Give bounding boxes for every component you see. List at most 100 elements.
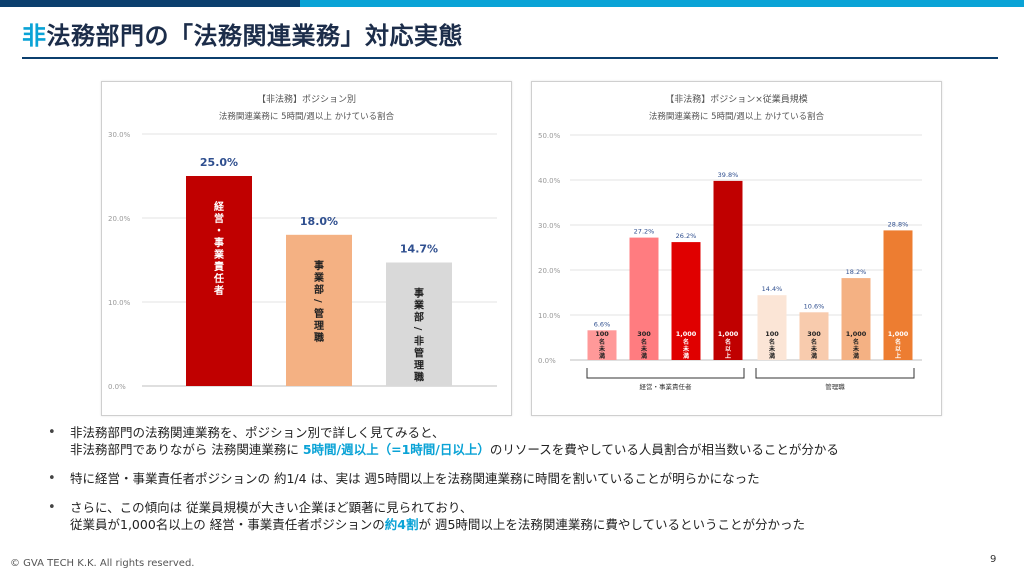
chart1-subtitle: 法務関連業務に 5時間/週以上 かけている割合 xyxy=(218,112,395,122)
category-label-char: 事 xyxy=(314,259,324,272)
bar xyxy=(587,330,617,360)
bullet-item: • さらに、この傾向は 従業員規模が大きい企業ほど顕著に見られており、 従業員が… xyxy=(48,499,1008,533)
category-label-char: 責 xyxy=(214,260,224,273)
bullet-list: • 非法務部門の法務関連業務を、ポジション別で詳しく見てみると、 非法務部門であ… xyxy=(48,424,1008,542)
bar-size-label-char: 満 xyxy=(769,352,775,360)
page-title-text: 法務部門の「法務関連業務」対応実態 xyxy=(46,22,463,50)
category-label-char: 部 xyxy=(314,283,324,296)
y-tick-label: 0.0% xyxy=(538,357,556,365)
page-number: 9 xyxy=(990,554,997,565)
bar-size-label-char: 未 xyxy=(811,345,817,353)
category-label-char: 非 xyxy=(414,335,424,348)
bar xyxy=(883,230,913,360)
category-label-char: 事 xyxy=(414,287,424,300)
bar-value-label: 39.8% xyxy=(718,171,739,179)
page-title: 非法務部門の「法務関連業務」対応実態 xyxy=(22,16,463,51)
bullet-dot: • xyxy=(48,500,56,515)
bar xyxy=(386,262,452,386)
y-tick-label: 0.0% xyxy=(108,383,126,391)
title-underline xyxy=(22,57,998,59)
bullet3-line2: 従業員が1,000名以上の 経営・事業責任者ポジションの約4割が 週5時間以上を… xyxy=(70,516,1008,533)
y-tick-label: 50.0% xyxy=(538,132,561,140)
category-label-char: 職 xyxy=(314,331,324,344)
bar-size-label-char: 名 xyxy=(641,338,647,346)
bar xyxy=(757,295,787,360)
category-label-char: ・ xyxy=(214,226,224,237)
bar-size-label-char: 未 xyxy=(641,345,647,353)
category-label-char: / xyxy=(312,299,323,303)
category-label-char: 部 xyxy=(414,311,424,324)
category-label-char: 管 xyxy=(414,347,424,360)
bar-value-label: 27.2% xyxy=(634,228,655,236)
category-label-char: 任 xyxy=(213,272,224,285)
chart1-title: 【非法務】ポジション別 xyxy=(256,95,356,105)
category-label-char: 業 xyxy=(413,299,425,312)
bullet2-text: 特に経営・事業責任者ポジションの 約1/4 は、実は 週5時間以上を法務関連業務… xyxy=(70,471,760,486)
bullet3-line2-post: が 週5時間以上を法務関連業務に費やしているということが分かった xyxy=(418,517,806,532)
bar xyxy=(186,176,252,386)
category-label-char: / xyxy=(412,327,423,331)
bar-size-label: 100 xyxy=(765,330,779,338)
top-accent-bar-dark xyxy=(0,0,300,7)
category-label-char: 業 xyxy=(313,271,325,284)
bullet1-line2-pre: 非法務部門でありながら 法務関連業務に xyxy=(70,442,303,457)
bar-size-label-char: 未 xyxy=(769,345,775,353)
y-tick-label: 30.0% xyxy=(108,131,131,139)
chart2-svg: 0.0%10.0%20.0%30.0%40.0%50.0%6.6%100名未満2… xyxy=(538,132,922,391)
bar-size-label-char: 上 xyxy=(895,352,901,360)
bar xyxy=(841,278,871,360)
bar-value-label: 28.8% xyxy=(888,220,909,228)
bar-size-label-char: 満 xyxy=(683,352,689,360)
bullet3-line2-pre: 従業員が1,000名以上の 経営・事業責任者ポジションの xyxy=(70,517,385,532)
bar xyxy=(629,237,659,360)
bar-size-label-char: 満 xyxy=(811,352,817,360)
bullet1-line1: 非法務部門の法務関連業務を、ポジション別で詳しく見てみると、 xyxy=(70,425,445,440)
bar-size-label-char: 名 xyxy=(725,338,731,346)
bar-size-label-char: 満 xyxy=(853,352,859,360)
chart-panel-position-size: 【非法務】ポジション×従業員規模 法務関連業務に 5時間/週以上 かけている割合… xyxy=(531,81,942,416)
category-label-char: 事 xyxy=(214,236,224,249)
bullet1-highlight: 5時間/週以上（=1時間/日以上） xyxy=(302,442,490,457)
y-tick-label: 20.0% xyxy=(108,215,131,223)
bar-size-label-char: 名 xyxy=(599,338,605,346)
footer-copyright: © GVA TECH K.K. All rights reserved. xyxy=(10,558,195,569)
group-bracket xyxy=(586,368,745,379)
category-label-char: 管 xyxy=(314,307,324,320)
group-label: 管理職 xyxy=(825,382,845,391)
bar-size-label-char: 未 xyxy=(853,345,859,353)
bullet-item: • 特に経営・事業責任者ポジションの 約1/4 は、実は 週5時間以上を法務関連… xyxy=(48,470,1008,487)
bar-size-label-char: 名 xyxy=(769,338,775,346)
bar-size-label-char: 上 xyxy=(725,352,731,360)
bar-size-label-char: 以 xyxy=(725,346,731,353)
bar-size-label-char: 未 xyxy=(683,345,689,353)
bullet-item: • 非法務部門の法務関連業務を、ポジション別で詳しく見てみると、 非法務部門であ… xyxy=(48,424,1008,458)
bar-value-label: 14.4% xyxy=(762,285,783,293)
group-label: 経営・事業責任者 xyxy=(640,382,693,391)
group-bracket xyxy=(755,368,915,379)
bullet1-line2-post: のリソースを費やしている人員割合が相当数いることが分かる xyxy=(489,442,839,457)
bar-size-label: 1,000 xyxy=(846,330,867,338)
category-label-char: 営 xyxy=(214,212,224,225)
page-title-accent: 非 xyxy=(22,22,47,50)
bar-size-label-char: 名 xyxy=(895,338,901,346)
top-accent-bar xyxy=(0,0,1024,7)
chart2-subtitle: 法務関連業務に 5時間/週以上 かけている割合 xyxy=(648,112,825,122)
bar-size-label-char: 名 xyxy=(853,338,859,346)
bar-value-label: 25.0% xyxy=(200,156,238,169)
chart-panel-position: 【非法務】ポジション別 法務関連業務に 5時間/週以上 かけている割合 0.0%… xyxy=(101,81,512,416)
y-tick-label: 40.0% xyxy=(538,177,561,185)
chart2-title: 【非法務】ポジション×従業員規模 xyxy=(665,95,808,105)
bullet3-line1: さらに、この傾向は 従業員規模が大きい企業ほど顕著に見られており、 xyxy=(70,500,473,515)
bar-value-label: 18.2% xyxy=(846,268,867,276)
y-tick-label: 20.0% xyxy=(538,267,561,275)
bar xyxy=(671,242,701,360)
bar-value-label: 10.6% xyxy=(804,302,825,310)
bar-size-label-char: 満 xyxy=(641,352,647,360)
category-label-char: 者 xyxy=(213,284,224,297)
bar-size-label-char: 未 xyxy=(599,345,605,353)
category-label-char: 経 xyxy=(214,200,225,213)
bullet1-line2: 非法務部門でありながら 法務関連業務に 5時間/週以上（=1時間/日以上）のリソ… xyxy=(70,441,1008,458)
bar-size-label: 100 xyxy=(595,330,609,338)
bar-size-label-char: 名 xyxy=(811,338,817,346)
bar-value-label: 18.0% xyxy=(300,215,338,228)
